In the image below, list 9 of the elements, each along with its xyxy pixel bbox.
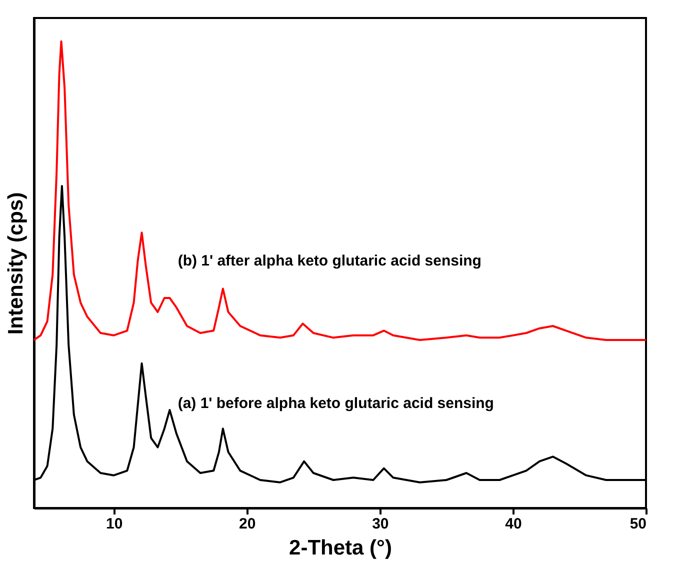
series-label: (a) 1' before alpha keto glutaric acid sensing	[178, 395, 494, 412]
y-axis-title: Intensity (cps)	[4, 192, 28, 335]
x-tick-label: 50	[630, 516, 646, 532]
series-label: (b) 1' after alpha keto glutaric acid sensing	[178, 252, 482, 270]
x-axis-title: 2-Theta (°)	[289, 536, 392, 560]
x-tick-label: 40	[505, 516, 522, 532]
x-tick-label: 20	[239, 516, 256, 532]
x-tick-label: 10	[106, 516, 123, 532]
x-tick-label: 30	[372, 516, 389, 532]
